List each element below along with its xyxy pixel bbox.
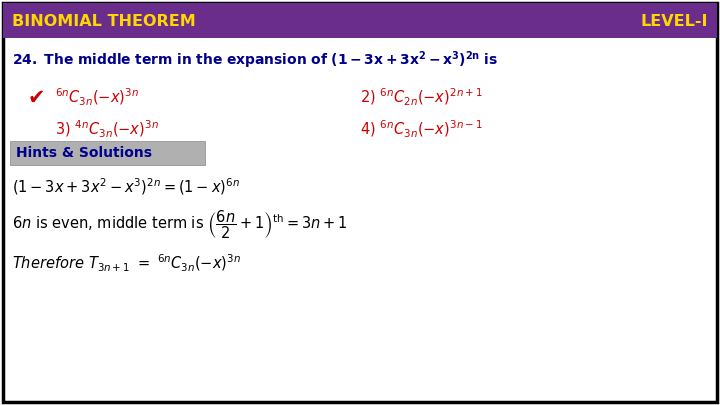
FancyBboxPatch shape <box>3 3 717 38</box>
Text: $4)\ {}^{6n}C_{3n}(-x)^{3n-1}$: $4)\ {}^{6n}C_{3n}(-x)^{3n-1}$ <box>360 118 482 140</box>
Text: ✔: ✔ <box>28 88 45 108</box>
Text: $3)\ {}^{4n}C_{3n}(-x)^{3n}$: $3)\ {}^{4n}C_{3n}(-x)^{3n}$ <box>55 118 159 140</box>
Text: LEVEL-I: LEVEL-I <box>641 13 708 28</box>
Text: BINOMIAL THEOREM: BINOMIAL THEOREM <box>12 13 196 28</box>
Text: $\mathit{Therefore}\ T_{3n+1}\ =\ {}^{6n}C_{3n}(-x)^{3n}$: $\mathit{Therefore}\ T_{3n+1}\ =\ {}^{6n… <box>12 252 241 273</box>
Text: Hints & Solutions: Hints & Solutions <box>16 146 152 160</box>
FancyBboxPatch shape <box>10 141 205 165</box>
Text: $(1-3x+3x^2-x^3)^{2n}=(1-x)^{6n}$: $(1-3x+3x^2-x^3)^{2n}=(1-x)^{6n}$ <box>12 177 240 197</box>
FancyBboxPatch shape <box>3 3 717 402</box>
Text: $2)\ {}^{6n}C_{2n}(-x)^{2n+1}$: $2)\ {}^{6n}C_{2n}(-x)^{2n+1}$ <box>360 86 482 108</box>
Text: $\mathbf{24.\ The\ middle\ term\ in\ the\ expansion\ of\ }$$\mathbf{(1-3x+3x^2-x: $\mathbf{24.\ The\ middle\ term\ in\ the… <box>12 49 498 71</box>
Text: ${}^{6n}C_{3n}(-x)^{3n}$: ${}^{6n}C_{3n}(-x)^{3n}$ <box>55 86 139 108</box>
Text: $6n$ is even, middle term is $\left(\dfrac{6n}{2}+1\right)^{\mathrm{th}}=3n+1$: $6n$ is even, middle term is $\left(\dfr… <box>12 209 348 241</box>
